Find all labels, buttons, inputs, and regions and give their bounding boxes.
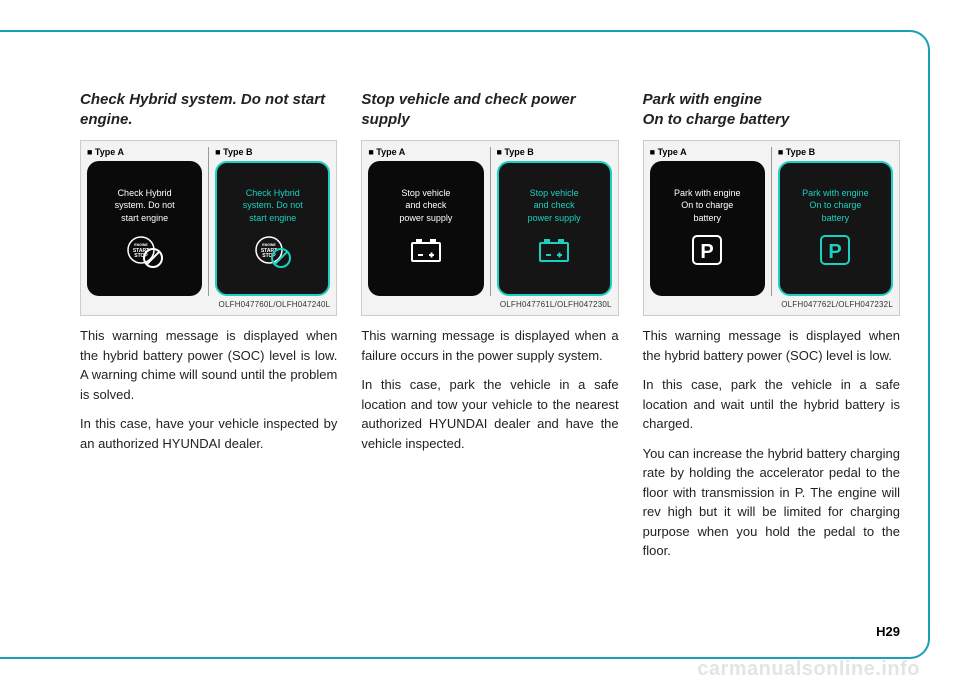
screen-type-a: Park with engineOn to chargebattery P — [650, 161, 765, 296]
page-number: H29 — [876, 624, 900, 639]
screen-text-b: Park with engineOn to chargebattery — [802, 187, 869, 225]
type-b-label: ■ Type B — [497, 147, 612, 157]
screen-type-b: Check Hybridsystem. Do notstart engine E… — [215, 161, 330, 296]
type-a-label: ■ Type A — [87, 147, 202, 157]
content-area: Check Hybrid system. Do not start engine… — [80, 90, 900, 571]
screen-divider — [208, 147, 209, 296]
heading-1: Check Hybrid system. Do not start engine… — [80, 90, 337, 130]
svg-text:STOP: STOP — [262, 253, 276, 259]
screen-type-b: Park with engineOn to chargebattery P — [778, 161, 893, 296]
warning-box-1: ■ Type A Check Hybridsystem. Do notstart… — [80, 140, 337, 316]
svg-text:ENGINE: ENGINE — [134, 243, 148, 247]
start-stop-prohibit-icon: ENGINE START STOP — [125, 230, 165, 270]
warning-box-2: ■ Type A Stop vehicleand checkpower supp… — [361, 140, 618, 316]
screen-type-a: Check Hybridsystem. Do notstart engine E… — [87, 161, 202, 296]
type-b-label: ■ Type B — [778, 147, 893, 157]
screen-text-a: Stop vehicleand checkpower supply — [399, 187, 452, 225]
screen-text-b: Stop vehicleand checkpower supply — [528, 187, 581, 225]
warning-box-3: ■ Type A Park with engineOn to chargebat… — [643, 140, 900, 316]
image-code: OLFH047761L/OLFH047230L — [368, 300, 611, 309]
battery-icon — [534, 230, 574, 270]
type-b-label: ■ Type B — [215, 147, 330, 157]
para: This warning message is displayed when a… — [361, 326, 618, 365]
body-text-1: This warning message is displayed when t… — [80, 326, 337, 453]
screen-text-a: Park with engineOn to chargebattery — [674, 187, 741, 225]
image-code: OLFH047760L/OLFH047240L — [87, 300, 330, 309]
para: In this case, have your vehicle inspecte… — [80, 414, 337, 453]
watermark: carmanualsonline.info — [697, 658, 920, 681]
para: This warning message is displayed when t… — [643, 326, 900, 365]
para: In this case, park the vehicle in a safe… — [643, 375, 900, 434]
screen-text-b: Check Hybridsystem. Do notstart engine — [243, 187, 303, 225]
svg-text:P: P — [701, 241, 714, 263]
type-a-label: ■ Type A — [368, 147, 483, 157]
svg-text:STOP: STOP — [134, 253, 148, 259]
para: You can increase the hybrid battery char… — [643, 444, 900, 561]
park-icon: P — [687, 230, 727, 270]
park-icon: P — [815, 230, 855, 270]
heading-2: Stop vehicle and check power supply — [361, 90, 618, 130]
svg-text:P: P — [829, 241, 842, 263]
body-text-3: This warning message is displayed when t… — [643, 326, 900, 561]
image-code: OLFH047762L/OLFH047232L — [650, 300, 893, 309]
screen-type-a: Stop vehicleand checkpower supply — [368, 161, 483, 296]
svg-text:ENGINE: ENGINE — [262, 243, 276, 247]
start-stop-prohibit-icon: ENGINE START STOP — [253, 230, 293, 270]
para: This warning message is displayed when t… — [80, 326, 337, 404]
column-3: Park with engineOn to charge battery ■ T… — [643, 90, 900, 571]
body-text-2: This warning message is displayed when a… — [361, 326, 618, 453]
column-2: Stop vehicle and check power supply ■ Ty… — [361, 90, 618, 571]
screen-text-a: Check Hybridsystem. Do notstart engine — [115, 187, 175, 225]
heading-3: Park with engineOn to charge battery — [643, 90, 900, 130]
para: In this case, park the vehicle in a safe… — [361, 375, 618, 453]
screen-divider — [771, 147, 772, 296]
screen-divider — [490, 147, 491, 296]
type-a-label: ■ Type A — [650, 147, 765, 157]
screen-type-b: Stop vehicleand checkpower supply — [497, 161, 612, 296]
column-1: Check Hybrid system. Do not start engine… — [80, 90, 337, 571]
battery-icon — [406, 230, 446, 270]
